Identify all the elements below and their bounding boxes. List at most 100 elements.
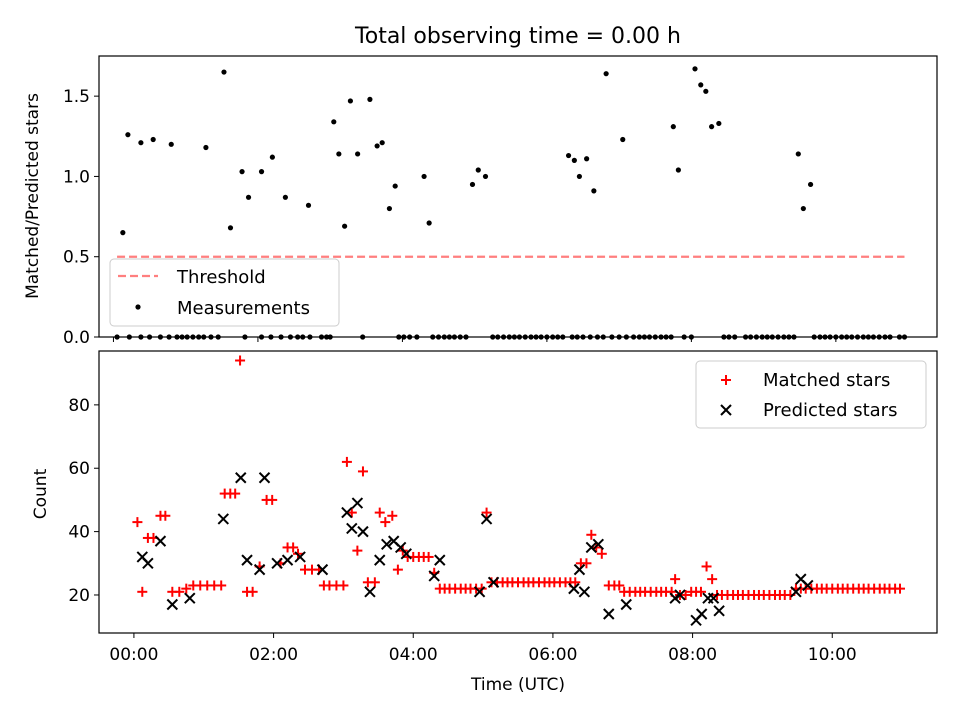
legend-matched-swatch <box>721 375 731 385</box>
measurement-point <box>698 82 704 88</box>
predicted-star-point <box>434 554 446 566</box>
measurement-point <box>150 136 156 143</box>
predicted-star-point <box>235 472 247 484</box>
predicted-star-point <box>578 586 591 598</box>
top-legend-box <box>109 258 340 327</box>
bottom-x-tick-label: 06:00 <box>528 645 577 665</box>
matched-star-point <box>216 580 227 591</box>
measurement-point <box>475 167 481 173</box>
measurement-point <box>703 88 709 94</box>
matched-star-point <box>680 589 691 600</box>
predicted-star-point-b <box>346 522 358 535</box>
predicted-star-point <box>241 554 253 566</box>
predicted-star-point-b <box>585 541 598 554</box>
predicted-star-point-b <box>341 506 353 519</box>
matched-star-point <box>670 574 681 585</box>
top-y-tick-label: 0.0 <box>63 328 90 348</box>
predicted-star-point <box>713 605 725 617</box>
predicted-star-point <box>674 589 686 601</box>
bottom-axes-frame <box>98 350 938 634</box>
predicted-star-point <box>592 538 605 550</box>
predicted-star-point <box>381 538 393 550</box>
predicted-star-point <box>802 579 814 592</box>
legend-matched-label: Matched stars <box>763 370 890 391</box>
predicted-star-point-b <box>235 472 247 484</box>
bottom-x-tick-label: 02:00 <box>249 645 298 665</box>
predicted-star-point-b <box>364 586 376 598</box>
measurement-point <box>469 181 476 188</box>
measurement-point <box>125 132 131 138</box>
predicted-stars-layer <box>136 472 814 627</box>
matched-star-point <box>570 577 581 588</box>
predicted-star-point <box>480 513 493 525</box>
predicted-star-point <box>253 563 266 576</box>
predicted-star-point-b <box>620 598 632 611</box>
bottom-y-tick-label: 40 <box>68 523 90 543</box>
predicted-star-point-b <box>166 598 179 611</box>
predicted-star-point <box>346 522 358 535</box>
predicted-star-point <box>428 570 440 582</box>
predicted-star-point <box>258 472 271 484</box>
bottom-legend: Matched stars Predicted stars <box>695 360 927 429</box>
measurement-point <box>374 143 380 149</box>
top-legend: Threshold Measurements <box>109 258 340 327</box>
measurement-point <box>258 169 265 175</box>
predicted-star-point <box>400 548 412 560</box>
measurement-point <box>795 151 801 157</box>
predicted-star-point-b <box>713 605 725 617</box>
matched-star-point <box>160 510 171 521</box>
predicted-star-point <box>166 598 179 611</box>
bottom-y-tick-label: 60 <box>68 459 90 479</box>
legend-predicted-marker-b <box>720 404 732 416</box>
matched-star-point <box>369 577 380 588</box>
measurement-point <box>571 157 577 163</box>
bottom-y-axis-label: Count <box>31 468 51 519</box>
predicted-star-point-b <box>592 538 605 550</box>
top-y-axis-label: Matched/Predicted stars <box>23 93 43 299</box>
predicted-star-point <box>620 598 632 611</box>
measurement-point <box>576 173 583 180</box>
matched-star-point <box>341 456 352 467</box>
predicted-star-point <box>271 557 283 569</box>
predicted-star-point <box>357 525 369 538</box>
predicted-star-point <box>790 586 802 598</box>
predicted-star-point-b <box>316 563 329 576</box>
predicted-star-point-b <box>790 586 802 598</box>
predicted-star-point-b <box>568 582 580 595</box>
matched-star-point <box>235 355 246 366</box>
measurement-point <box>670 124 676 130</box>
predicted-star-point-b <box>394 541 407 554</box>
predicted-star-point <box>487 576 500 589</box>
measurement-point <box>603 71 609 77</box>
legend-predicted-swatch <box>720 404 732 416</box>
measurement-point <box>367 96 373 102</box>
predicted-star-point-b <box>357 525 369 538</box>
predicted-star-point-b <box>434 554 446 566</box>
bottom-y-tick-label: 80 <box>68 396 90 416</box>
matched-star-point <box>181 583 192 594</box>
predicted-star-point-b <box>253 563 266 576</box>
matched-star-point <box>586 529 597 540</box>
top-y-tick-label: 1.5 <box>63 87 90 107</box>
bottom-x-tick-label: 00:00 <box>109 645 158 665</box>
matched-star-point <box>357 466 368 477</box>
bottom-x-ticks: 00:00 02:00 04:00 06:00 08:00 10:00 <box>109 633 857 665</box>
top-y-tick-label: 0.5 <box>63 248 90 268</box>
measurement-point <box>386 205 393 212</box>
measurement-point <box>168 141 174 147</box>
bottom-x-tick-label: 04:00 <box>389 645 438 665</box>
predicted-star-point-b <box>400 548 412 560</box>
matched-star-point <box>267 494 278 505</box>
predicted-star-point-b <box>578 586 591 598</box>
predicted-star-point-b <box>674 589 686 601</box>
predicted-star-point-b <box>603 608 615 620</box>
matched-stars-layer <box>132 355 905 600</box>
predicted-star-point-b <box>271 557 283 569</box>
predicted-star-point <box>294 551 306 563</box>
measurement-point <box>426 220 432 226</box>
predicted-star-point-b <box>281 554 294 566</box>
predicted-star-point-b <box>802 579 814 592</box>
legend-measurements-label: Measurements <box>177 298 310 319</box>
predicted-star-point <box>695 608 708 620</box>
